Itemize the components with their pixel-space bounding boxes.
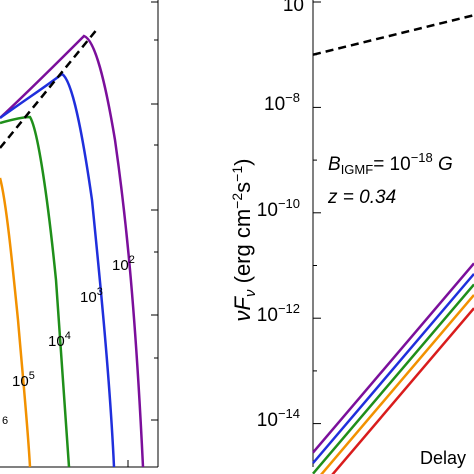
y-tick-label: 10−14 bbox=[257, 406, 300, 431]
y-axis-label-units-end: ) bbox=[230, 159, 255, 166]
y-axis-label-sub: ν bbox=[242, 289, 259, 297]
y-axis-label-units: (erg cm bbox=[230, 209, 255, 290]
left-curve-label: 6 bbox=[2, 415, 8, 427]
right-series-line bbox=[312, 262, 474, 454]
left-curve-label-exp: 5 bbox=[29, 370, 35, 382]
y-tick-label-base: 10 bbox=[257, 410, 278, 431]
left-curve-label-base: 10 bbox=[80, 289, 97, 306]
left-envelope-dashed-line bbox=[0, 27, 99, 149]
left-curve-label: 104 bbox=[48, 330, 71, 350]
y-tick-label-base: 10 bbox=[264, 94, 285, 115]
annotation-b-unit: G bbox=[433, 154, 453, 175]
left-curve bbox=[0, 34, 145, 468]
annotation-b-exp: −18 bbox=[411, 150, 433, 165]
y-axis-label-units-mid: s bbox=[230, 182, 255, 193]
left-panel: 102 103 104 105 6 bbox=[0, 0, 159, 468]
y-axis-label-units-sup: −1 bbox=[229, 166, 245, 182]
right-panel: 10 10−8 10−10 10−12 10−14 νFν (erg cm−2s… bbox=[229, 0, 474, 474]
y-tick-label-exp: −8 bbox=[285, 90, 300, 105]
left-curve-label-exp: 4 bbox=[65, 330, 71, 342]
y-axis-label-units-sup: −2 bbox=[229, 193, 245, 209]
left-curve-label-exp: 2 bbox=[129, 254, 135, 266]
left-curve bbox=[0, 72, 116, 468]
annotation-b-eq: = 10 bbox=[373, 154, 411, 175]
left-curve-label-base: 10 bbox=[112, 257, 129, 274]
right-dashed-line bbox=[312, 13, 474, 56]
annotation-b-sub: IGMF bbox=[341, 162, 374, 177]
left-curve-label-base: 10 bbox=[12, 373, 29, 390]
y-axis-label: νFν (erg cm−2s−1) bbox=[229, 159, 259, 322]
annotation-b-main: B bbox=[328, 154, 341, 175]
annotation-b-igmf: BIGMF= 10−18 G bbox=[328, 150, 453, 177]
left-curve-label: 102 bbox=[112, 254, 135, 274]
y-tick-label: 10−10 bbox=[257, 196, 300, 221]
x-axis-label: Delay bbox=[420, 448, 466, 468]
y-tick-label-base: 10 bbox=[283, 0, 304, 16]
left-curve-label-exp: 6 bbox=[2, 415, 8, 427]
y-tick-label: 10 bbox=[283, 0, 304, 16]
left-curve-label-exp: 3 bbox=[97, 286, 103, 298]
left-curve-label: 105 bbox=[12, 370, 35, 390]
right-series-line bbox=[312, 283, 474, 474]
left-curve-label-base: 10 bbox=[48, 333, 65, 350]
left-curve bbox=[0, 115, 71, 468]
y-tick-label-exp: −10 bbox=[278, 196, 300, 211]
y-tick-label: 10−8 bbox=[264, 90, 300, 115]
right-series-line bbox=[331, 307, 474, 474]
annotation-redshift: z = 0.34 bbox=[327, 187, 396, 208]
right-series-line bbox=[320, 294, 474, 474]
left-curve-label: 103 bbox=[80, 286, 103, 306]
y-tick-label-exp: −14 bbox=[278, 406, 300, 421]
right-y-ticks bbox=[313, 1, 321, 425]
y-tick-label-exp: −12 bbox=[278, 301, 300, 316]
left-curve bbox=[0, 177, 32, 468]
y-tick-label-base: 10 bbox=[257, 200, 278, 221]
right-series-line bbox=[312, 273, 474, 464]
y-tick-label: 10−12 bbox=[257, 301, 300, 326]
y-axis-label-main: νF bbox=[230, 295, 255, 321]
y-tick-label-base: 10 bbox=[257, 305, 278, 326]
